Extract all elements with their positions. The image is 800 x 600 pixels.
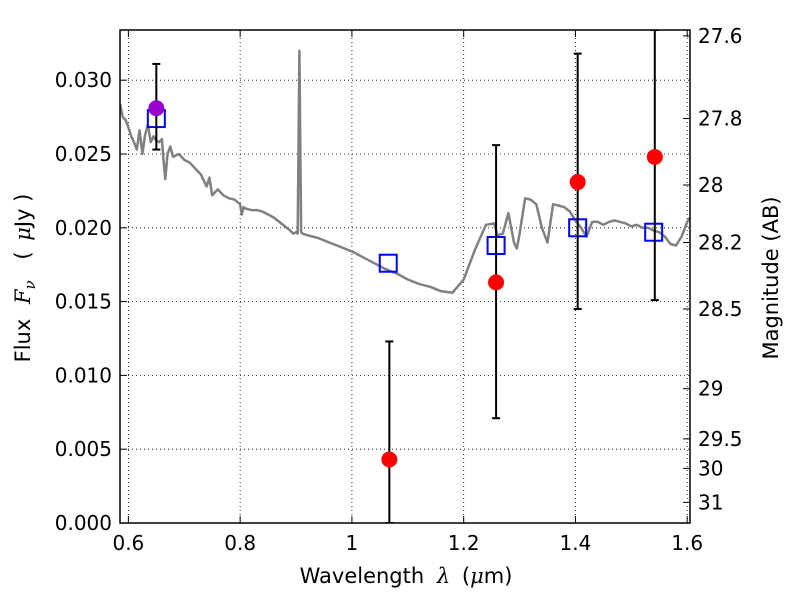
right-tick-label: 29.5 xyxy=(698,427,743,451)
y-axis-title-mu: μ xyxy=(11,227,35,241)
y-tick-label: 0.025 xyxy=(55,142,112,166)
y-tick-label: 0.005 xyxy=(55,437,112,461)
data-point-marker xyxy=(148,100,165,117)
y-axis-title-subscript: ν xyxy=(21,280,39,289)
right-tick-label: 28.2 xyxy=(698,231,743,255)
right-tick-label: 28.5 xyxy=(698,297,743,321)
grid-lines xyxy=(120,30,690,524)
x-axis-title-mu: μ xyxy=(470,564,484,588)
data-point-marker xyxy=(646,148,663,165)
data-point-marker xyxy=(488,274,505,291)
right-tick-label: 29 xyxy=(698,377,723,401)
right-tick-label: 28 xyxy=(698,173,723,197)
x-tick-label: 1.6 xyxy=(671,531,703,555)
x-axis-title-prefix: Wavelength xyxy=(300,564,425,588)
right-tick-label: 27.6 xyxy=(698,24,743,48)
model-square-marker xyxy=(644,222,664,242)
spectrum-line xyxy=(120,49,690,294)
data-point-marker xyxy=(569,174,586,191)
x-tick-label: 1 xyxy=(346,531,359,555)
y-tick-label: 0.030 xyxy=(55,68,112,92)
data-point-marker xyxy=(381,451,398,468)
y-axis-title-open: ( xyxy=(11,251,35,259)
y-axis-title-symbol: F xyxy=(11,288,35,305)
x-tick-label: 0.8 xyxy=(224,531,256,555)
right-tick-label: 27.8 xyxy=(698,107,743,131)
x-axis-title-symbol: λ xyxy=(436,564,450,588)
y-axis-title-prefix: Flux xyxy=(11,319,35,363)
plot-layer xyxy=(120,30,690,523)
y-tick-label: 0.000 xyxy=(55,511,112,535)
right-tick-label: 31 xyxy=(698,490,723,514)
model-square-marker xyxy=(378,253,398,273)
axes-frame xyxy=(119,29,691,524)
y-axis-title-unit: Jy ) xyxy=(11,194,35,230)
y-axis-title: Flux Fν ( μJy ) xyxy=(11,194,40,363)
y-tick-label: 0.015 xyxy=(55,290,112,314)
y-tick-label: 0.020 xyxy=(55,216,112,240)
x-axis-title: Wavelength λ (μm) xyxy=(300,564,513,588)
y-tick-label: 0.010 xyxy=(55,363,112,387)
x-tick-label: 1.2 xyxy=(448,531,480,555)
x-axis-title-unit: m) xyxy=(484,564,513,588)
x-tick-label: 0.6 xyxy=(112,531,144,555)
right-axis-title: Magnitude (AB) xyxy=(759,196,783,359)
tick-layer: 0.6 0.8 1 1.2 1.4 1.6 0.000 0.005 0.010 0.015 0.02… xyxy=(55,24,743,555)
x-axis-title-open: ( xyxy=(462,564,470,588)
x-tick-label: 1.4 xyxy=(560,531,592,555)
right-tick-label: 30 xyxy=(698,456,723,480)
